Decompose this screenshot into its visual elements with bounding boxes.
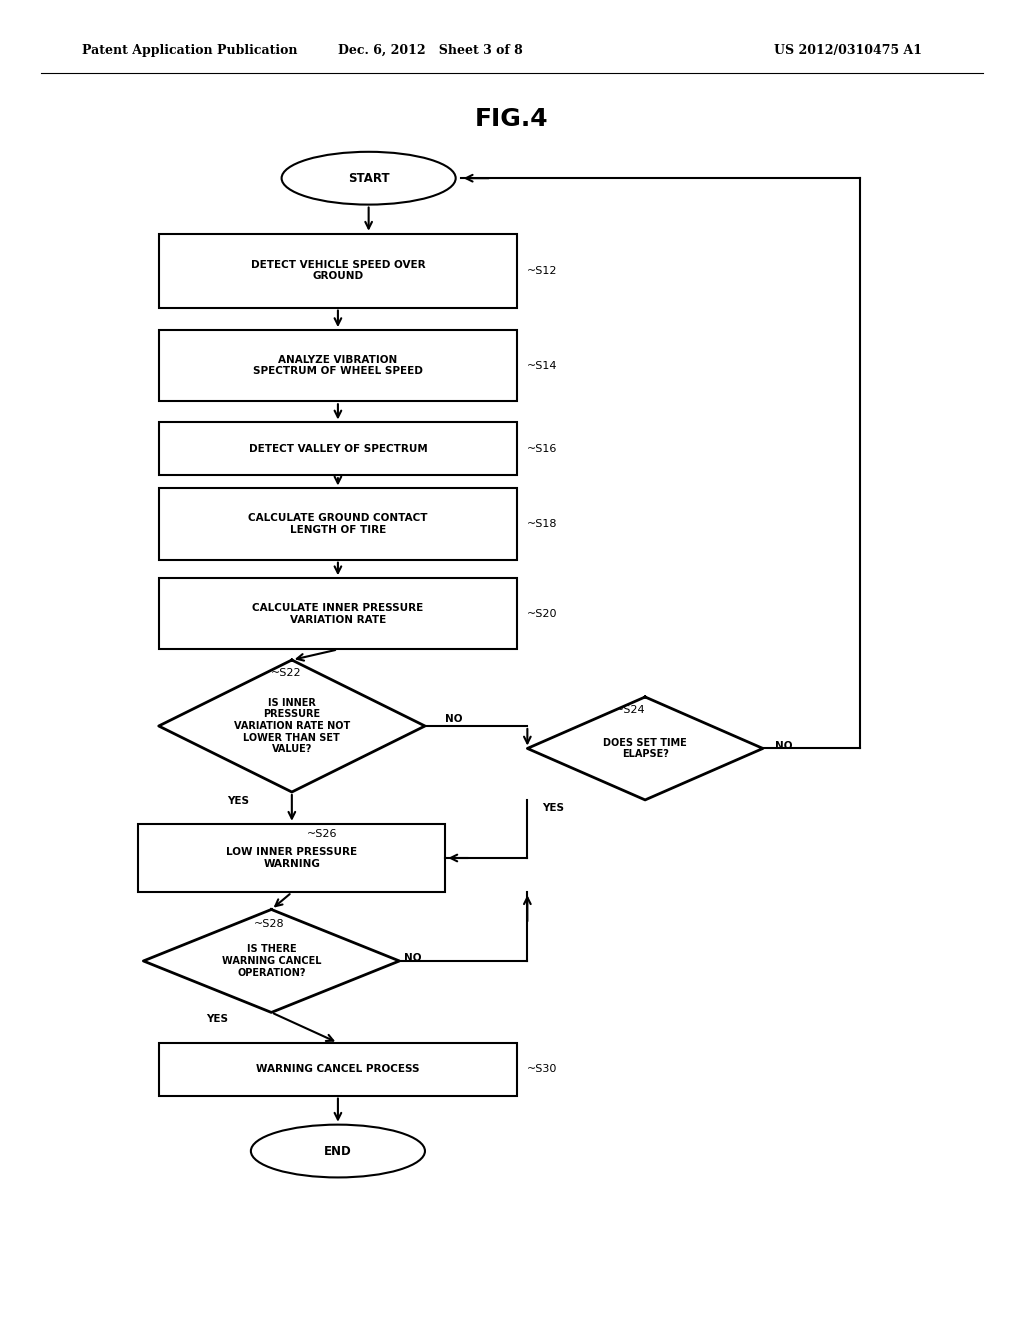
FancyBboxPatch shape — [159, 488, 517, 560]
FancyBboxPatch shape — [159, 1043, 517, 1096]
Polygon shape — [527, 697, 763, 800]
Polygon shape — [159, 660, 425, 792]
Text: US 2012/0310475 A1: US 2012/0310475 A1 — [773, 44, 922, 57]
Text: ANALYZE VIBRATION
SPECTRUM OF WHEEL SPEED: ANALYZE VIBRATION SPECTRUM OF WHEEL SPEE… — [253, 355, 423, 376]
Text: LOW INNER PRESSURE
WARNING: LOW INNER PRESSURE WARNING — [226, 847, 357, 869]
Text: ~S22: ~S22 — [271, 668, 302, 678]
Text: WARNING CANCEL PROCESS: WARNING CANCEL PROCESS — [256, 1064, 420, 1074]
FancyBboxPatch shape — [159, 234, 517, 308]
Text: CALCULATE GROUND CONTACT
LENGTH OF TIRE: CALCULATE GROUND CONTACT LENGTH OF TIRE — [248, 513, 428, 535]
Text: END: END — [324, 1144, 352, 1158]
Text: START: START — [348, 172, 389, 185]
Text: ~S28: ~S28 — [254, 919, 285, 929]
Text: DETECT VALLEY OF SPECTRUM: DETECT VALLEY OF SPECTRUM — [249, 444, 427, 454]
Text: NO: NO — [445, 714, 463, 725]
Text: ~S20: ~S20 — [527, 609, 558, 619]
Text: IS THERE
WARNING CANCEL
OPERATION?: IS THERE WARNING CANCEL OPERATION? — [221, 944, 322, 978]
Text: DOES SET TIME
ELAPSE?: DOES SET TIME ELAPSE? — [603, 738, 687, 759]
Text: YES: YES — [206, 1014, 228, 1024]
FancyBboxPatch shape — [159, 330, 517, 401]
FancyBboxPatch shape — [159, 422, 517, 475]
Text: ~S30: ~S30 — [527, 1064, 558, 1074]
Text: Patent Application Publication: Patent Application Publication — [82, 44, 297, 57]
Text: NO: NO — [775, 741, 793, 751]
Text: CALCULATE INNER PRESSURE
VARIATION RATE: CALCULATE INNER PRESSURE VARIATION RATE — [252, 603, 424, 624]
Ellipse shape — [251, 1125, 425, 1177]
Text: FIG.4: FIG.4 — [475, 107, 549, 131]
Text: ~S14: ~S14 — [527, 360, 558, 371]
Text: IS INNER
PRESSURE
VARIATION RATE NOT
LOWER THAN SET
VALUE?: IS INNER PRESSURE VARIATION RATE NOT LOW… — [233, 698, 350, 754]
Text: NO: NO — [404, 953, 422, 964]
Text: ~S18: ~S18 — [527, 519, 558, 529]
Text: ~S24: ~S24 — [614, 705, 645, 715]
Ellipse shape — [282, 152, 456, 205]
FancyBboxPatch shape — [159, 578, 517, 649]
Text: Dec. 6, 2012   Sheet 3 of 8: Dec. 6, 2012 Sheet 3 of 8 — [338, 44, 522, 57]
Text: YES: YES — [542, 803, 564, 813]
Text: YES: YES — [227, 796, 250, 807]
FancyBboxPatch shape — [138, 824, 445, 892]
Text: ~S16: ~S16 — [527, 444, 558, 454]
Text: ~S12: ~S12 — [527, 265, 558, 276]
Text: ~S26: ~S26 — [307, 829, 338, 840]
Polygon shape — [143, 909, 399, 1012]
Text: DETECT VEHICLE SPEED OVER
GROUND: DETECT VEHICLE SPEED OVER GROUND — [251, 260, 425, 281]
